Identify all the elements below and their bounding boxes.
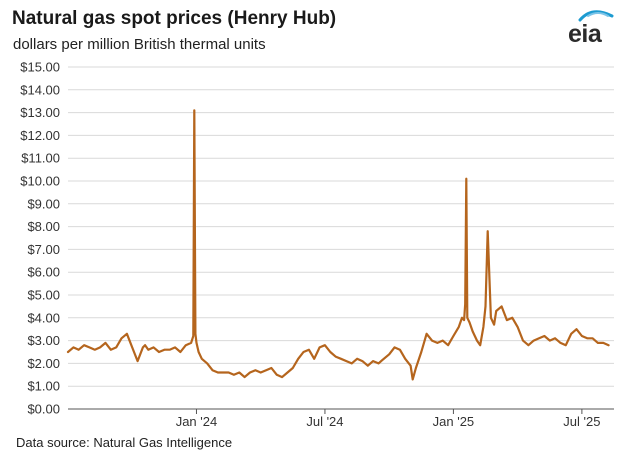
chart-subtitle: dollars per million British thermal unit…	[13, 36, 266, 53]
chart-title: Natural gas spot prices (Henry Hub)	[12, 8, 337, 29]
series-layer	[66, 109, 610, 381]
y-axis-ticks: $0.00 $1.00 $2.00 $3.00 $4.00 $5.00 $6.00 $7.00…	[20, 60, 60, 417]
x-tick-label: Jul '24	[306, 414, 343, 429]
x-axis: Jan '24 Jul '24 Jan '25 Jul '25	[68, 408, 614, 429]
y-tick-label: $9.00	[27, 196, 60, 211]
y-tick-label: $3.00	[27, 333, 60, 348]
y-tick-label: $2.00	[27, 356, 60, 371]
y-tick-label: $7.00	[27, 242, 60, 257]
x-tick-label: Jan '25	[433, 414, 475, 429]
y-tick-label: $13.00	[20, 105, 60, 120]
eia-logo-arc-icon	[578, 10, 614, 22]
y-tick-label: $5.00	[27, 288, 60, 303]
y-tick-label: $6.00	[27, 265, 60, 280]
series-line-henry-hub	[66, 109, 610, 381]
eia-logo: eia	[560, 6, 618, 48]
y-tick-label: $0.00	[27, 402, 60, 417]
y-tick-label: $12.00	[20, 128, 60, 143]
x-tick-label: Jul '25	[563, 414, 600, 429]
y-tick-label: $10.00	[20, 174, 60, 189]
eia-logo-text: eia	[568, 20, 602, 48]
y-tick-label: $11.00	[21, 151, 60, 166]
x-tick-label: Jan '24	[176, 414, 218, 429]
y-tick-label: $14.00	[20, 82, 60, 97]
data-source-note: Data source: Natural Gas Intelligence	[16, 435, 233, 450]
y-tick-label: $8.00	[27, 219, 60, 234]
y-tick-label: $15.00	[20, 60, 60, 75]
y-tick-label: $4.00	[27, 310, 60, 325]
y-tick-label: $1.00	[27, 379, 60, 394]
grid-lines	[68, 66, 614, 387]
